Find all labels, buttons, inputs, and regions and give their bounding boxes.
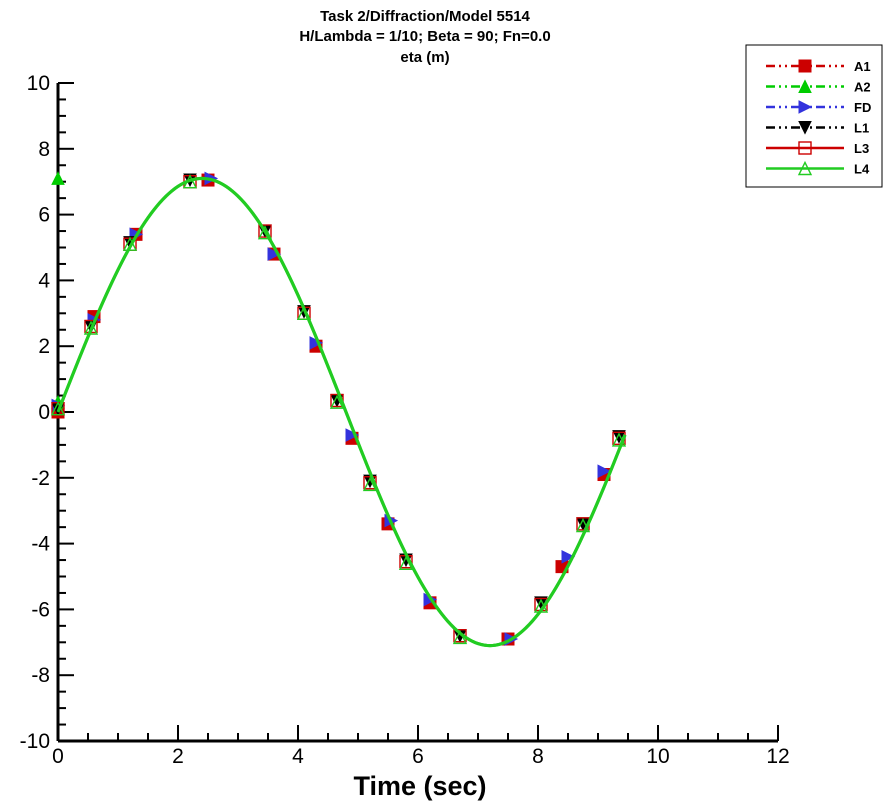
data-point-l1 xyxy=(612,430,626,444)
data-point-l4 xyxy=(362,476,378,492)
data-point-fd xyxy=(345,428,360,442)
y-tick-label: 4 xyxy=(38,269,50,292)
data-point-fd xyxy=(267,247,282,261)
x-tick-label: 0 xyxy=(52,745,64,768)
data-point-a2 xyxy=(51,171,65,185)
plot-area xyxy=(50,171,627,648)
legend-label-l1: L1 xyxy=(854,121,869,136)
legend-marker-fd xyxy=(798,100,813,114)
legend-label-a2: A2 xyxy=(854,80,871,95)
title-line-1: Task 2/Diffraction/Model 5514 xyxy=(320,8,530,25)
y-tick-label: 6 xyxy=(38,204,50,227)
x-axis-label: Time (sec) xyxy=(353,771,486,801)
series-line-l3 xyxy=(56,177,627,647)
x-tick-label: 8 xyxy=(532,745,544,768)
series-line-a1 xyxy=(56,177,627,647)
x-tick-label: 10 xyxy=(646,745,669,768)
series-line-a2 xyxy=(56,177,627,647)
data-point-l3 xyxy=(258,224,272,238)
series-line-fd xyxy=(56,177,627,647)
legend-label-l4: L4 xyxy=(854,162,870,177)
series-line-l4-top xyxy=(56,176,627,648)
legend-marker-l3 xyxy=(798,141,812,155)
y-tick-label: 10 xyxy=(27,72,50,95)
legend-marker-a2 xyxy=(798,79,812,93)
y-tick-label: 2 xyxy=(38,335,50,358)
legend-label-fd: FD xyxy=(854,100,871,115)
data-point-l4 xyxy=(257,225,273,240)
data-point-l1 xyxy=(534,596,548,610)
y-tick-label: 8 xyxy=(38,138,50,161)
legend-box xyxy=(745,44,883,188)
legend-label-l3: L3 xyxy=(854,141,869,156)
y-tick-label: -4 xyxy=(31,533,50,556)
title-line-3: eta (m) xyxy=(400,49,449,66)
y-tick-label: -10 xyxy=(20,730,50,753)
data-point-fd xyxy=(597,464,612,479)
data-point-l4 xyxy=(83,320,99,335)
title-line-2: H/Lambda = 1/10; Beta = 90; Fn=0.0 xyxy=(299,28,550,45)
legend-marker-l4 xyxy=(797,160,813,176)
legend-label-a1: A1 xyxy=(854,59,871,74)
y-tick-label: -8 xyxy=(31,664,50,687)
series-line-l4 xyxy=(56,176,627,648)
x-tick-label: 4 xyxy=(292,745,304,768)
data-point-l3 xyxy=(363,476,377,490)
y-tick-label: -6 xyxy=(31,598,50,621)
series-line-l1 xyxy=(56,177,627,647)
y-tick-label: -2 xyxy=(31,467,50,490)
x-tick-label: 12 xyxy=(766,745,789,768)
axes xyxy=(56,83,778,743)
axis-ticks: 0 2 4 6 8 10 12 -10 -8 -6 -4 -2 0 2 4 6 8 10 xyxy=(20,72,790,768)
x-tick-label: 2 xyxy=(172,745,184,768)
y-tick-label: 0 xyxy=(38,401,50,424)
data-point-fd xyxy=(561,549,576,564)
legend: A1 A2 FD L1 L3 L4 xyxy=(745,44,883,188)
x-tick-label: 6 xyxy=(412,745,424,768)
legend-marker-a1 xyxy=(798,59,812,73)
data-point-l4 xyxy=(329,394,345,409)
chart-title: Task 2/Diffraction/Model 5514 H/Lambda =… xyxy=(299,8,550,66)
legend-marker-l1 xyxy=(798,121,812,135)
